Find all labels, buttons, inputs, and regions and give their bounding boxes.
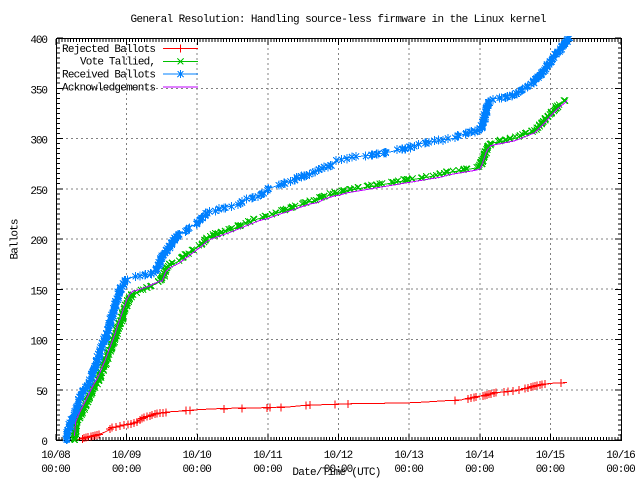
svg-text:10/14: 10/14	[465, 450, 495, 462]
svg-text:Ballots: Ballots	[10, 219, 22, 260]
svg-text:00:00: 00:00	[324, 464, 353, 476]
svg-text:10/12: 10/12	[324, 450, 353, 462]
svg-text:00:00: 00:00	[253, 464, 282, 476]
svg-text:Rejected Ballots: Rejected Ballots	[62, 44, 156, 56]
svg-text:50: 50	[36, 387, 48, 399]
svg-text:200: 200	[30, 236, 48, 248]
svg-text:Vote Tallied,: Vote Tallied,	[80, 57, 156, 69]
svg-text:300: 300	[30, 136, 48, 148]
svg-text:00:00: 00:00	[606, 464, 635, 476]
svg-text:Acknowledgements: Acknowledgements	[62, 83, 156, 95]
svg-text:00:00: 00:00	[536, 464, 565, 476]
svg-text:10/11: 10/11	[253, 450, 283, 462]
svg-text:100: 100	[30, 337, 48, 349]
svg-text:Received Ballots: Received Ballots	[62, 70, 156, 82]
svg-text:00:00: 00:00	[394, 464, 423, 476]
svg-text:150: 150	[30, 286, 48, 298]
svg-text:10/13: 10/13	[394, 450, 423, 462]
svg-text:10/10: 10/10	[183, 450, 212, 462]
svg-text:Date/Time (UTC): Date/Time (UTC)	[292, 467, 381, 479]
svg-text:10/08: 10/08	[41, 450, 70, 462]
svg-text:00:00: 00:00	[112, 464, 141, 476]
svg-text:10/09: 10/09	[112, 450, 141, 462]
svg-text:00:00: 00:00	[465, 464, 494, 476]
svg-text:0: 0	[41, 437, 48, 449]
svg-text:00:00: 00:00	[183, 464, 212, 476]
svg-text:General Resolution: Handling s: General Resolution: Handling source-less…	[131, 14, 547, 26]
svg-text:10/16: 10/16	[606, 450, 635, 462]
svg-text:250: 250	[30, 186, 48, 198]
svg-text:00:00: 00:00	[41, 464, 70, 476]
svg-text:10/15: 10/15	[536, 450, 565, 462]
svg-text:400: 400	[30, 35, 48, 47]
svg-text:350: 350	[30, 86, 48, 98]
